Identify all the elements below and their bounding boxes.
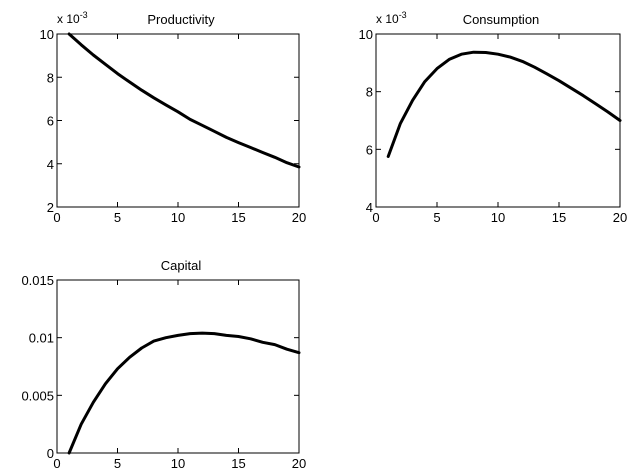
capital-axes-frame <box>56 279 300 454</box>
productivity-x-tick-label: 10 <box>171 210 185 225</box>
consumption-title: Consumption <box>463 12 540 27</box>
consumption-y-tick-label: 10 <box>359 27 373 42</box>
consumption-series-line <box>386 50 622 158</box>
capital-y-tick-label: 0.015 <box>21 273 54 288</box>
consumption-y-tick-label: 4 <box>366 200 373 215</box>
capital-x-tick-label: 5 <box>114 456 121 471</box>
productivity-x-tick-label: 20 <box>292 210 306 225</box>
capital-title: Capital <box>161 258 202 273</box>
productivity-title: Productivity <box>147 12 215 27</box>
capital-x-tick-label: 10 <box>171 456 185 471</box>
consumption-x-tick-label: 10 <box>491 210 505 225</box>
consumption-x-tick-label: 15 <box>552 210 566 225</box>
productivity-axis-multiplier: x 10-3 <box>57 10 88 26</box>
capital-series-line <box>67 331 301 455</box>
productivity-x-tick-label: 5 <box>114 210 121 225</box>
capital-panel: 0 5 10 15 20 0 0.005 0.01 0.015 Capital <box>21 258 306 471</box>
capital-x-tick-label: 15 <box>231 456 245 471</box>
productivity-y-tick-label: 8 <box>47 70 54 85</box>
productivity-y-tick-label: 10 <box>40 27 54 42</box>
capital-y-tick-label: 0.005 <box>21 388 54 403</box>
productivity-y-tick-label: 4 <box>47 157 54 172</box>
consumption-axis-multiplier: x 10-3 <box>376 10 407 26</box>
productivity-x-tick-label: 15 <box>231 210 245 225</box>
consumption-x-tick-label: 5 <box>433 210 440 225</box>
capital-y-tick-label: 0 <box>47 446 54 461</box>
consumption-axes-frame <box>375 33 621 208</box>
capital-x-tick-label: 0 <box>53 456 60 471</box>
consumption-y-tick-label: 6 <box>366 142 373 157</box>
productivity-y-tick-label: 2 <box>47 200 54 215</box>
productivity-y-tick-label: 6 <box>47 114 54 129</box>
productivity-x-tick-label: 0 <box>53 210 60 225</box>
productivity-series-line <box>67 32 301 169</box>
consumption-x-tick-label: 20 <box>613 210 627 225</box>
consumption-y-tick-label: 8 <box>366 85 373 100</box>
capital-y-tick-label: 0.01 <box>29 331 54 346</box>
capital-x-tick-label: 20 <box>292 456 306 471</box>
consumption-x-tick-label: 0 <box>372 210 379 225</box>
productivity-axes-frame <box>56 33 300 208</box>
